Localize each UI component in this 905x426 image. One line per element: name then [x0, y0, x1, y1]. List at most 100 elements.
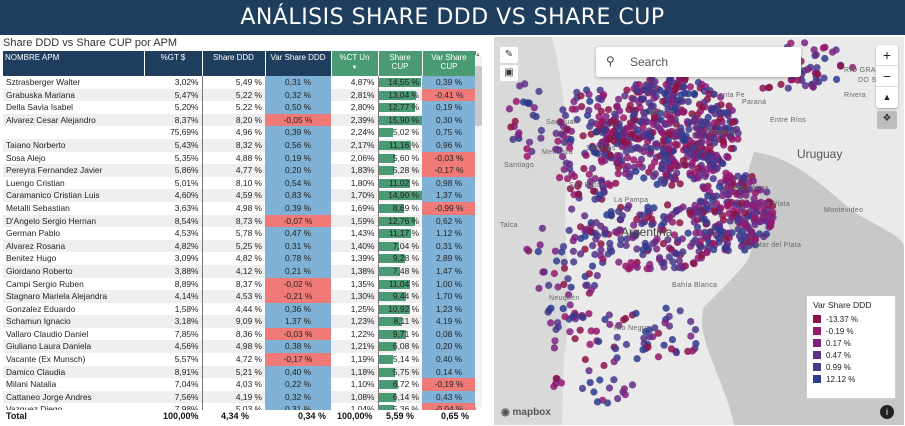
map-point[interactable]	[552, 374, 560, 383]
map-point[interactable]	[586, 182, 594, 190]
map-point[interactable]	[665, 253, 673, 261]
map-point[interactable]	[615, 132, 623, 140]
map-point[interactable]	[614, 170, 622, 178]
search-input[interactable]: Search	[630, 55, 669, 69]
map-point[interactable]	[685, 125, 693, 133]
map-point[interactable]	[630, 95, 638, 103]
map-point[interactable]	[665, 130, 673, 138]
map-point[interactable]	[595, 113, 603, 121]
table-row[interactable]: Alvarez Cesar Alejandro 8,37% 8,20 % -0,05 …	[3, 113, 476, 127]
legend-item[interactable]: 0.17 %	[813, 338, 889, 350]
map-point[interactable]	[581, 232, 589, 240]
map-point[interactable]	[674, 96, 682, 105]
map-point[interactable]	[661, 90, 669, 98]
table-row[interactable]: Taiano Norberto 5,43% 8,32 % 0,56 % 2,17% 11,…	[3, 138, 476, 152]
map-point[interactable]	[696, 139, 704, 147]
map-point[interactable]	[784, 84, 792, 92]
map-point[interactable]	[628, 381, 637, 389]
map-point[interactable]	[656, 125, 664, 133]
map-point[interactable]	[715, 183, 724, 191]
map-point[interactable]	[725, 124, 733, 132]
map-point[interactable]	[757, 217, 765, 225]
map-point[interactable]	[717, 101, 725, 109]
map-point[interactable]	[698, 128, 706, 136]
map-point[interactable]	[642, 81, 650, 89]
map-point[interactable]	[623, 204, 631, 212]
map-point[interactable]	[649, 102, 657, 110]
table-row[interactable]: Cattaneo Jorge Andres 7,56% 4,19 % 0,32 % 1,…	[3, 390, 476, 404]
map-point[interactable]	[837, 62, 845, 70]
map-point[interactable]	[645, 130, 653, 138]
map-point[interactable]	[578, 384, 587, 392]
map-point[interactable]	[581, 212, 589, 220]
map-point[interactable]	[545, 281, 553, 289]
map-point[interactable]	[573, 116, 581, 124]
map-point[interactable]	[719, 138, 728, 146]
map-point[interactable]	[514, 131, 522, 139]
map-point[interactable]	[567, 127, 576, 135]
map-point[interactable]	[593, 272, 601, 280]
map-point[interactable]	[606, 239, 614, 247]
map-point[interactable]	[663, 145, 671, 153]
map-point[interactable]	[550, 382, 558, 391]
map-point[interactable]	[664, 136, 672, 144]
map-point[interactable]	[633, 263, 641, 271]
map-point[interactable]	[674, 236, 682, 244]
col-header-share-ddd[interactable]: Share DDD	[202, 51, 266, 76]
map-point[interactable]	[631, 115, 639, 123]
map-point[interactable]	[523, 152, 531, 160]
map-point[interactable]	[724, 202, 732, 210]
map-point[interactable]	[763, 188, 771, 196]
map-point[interactable]	[723, 239, 732, 248]
compass-button[interactable]: ▲	[882, 92, 892, 102]
map-point[interactable]	[554, 283, 562, 291]
map-point[interactable]	[624, 154, 632, 162]
map-point[interactable]	[525, 99, 533, 107]
map-point[interactable]	[664, 105, 672, 113]
map-point[interactable]	[694, 174, 702, 182]
table-row[interactable]: Schamun Ignacio 3,18% 9,09 % 1,37 % 1,23% 8,1…	[3, 315, 476, 328]
map-point[interactable]	[615, 207, 623, 215]
map-point[interactable]	[809, 83, 817, 91]
map-point[interactable]	[535, 284, 543, 292]
map-point[interactable]	[694, 164, 702, 172]
map-point[interactable]	[659, 164, 667, 172]
map-point[interactable]	[596, 376, 604, 384]
map-point[interactable]	[595, 94, 603, 103]
map-point[interactable]	[660, 341, 668, 349]
map-point[interactable]	[576, 326, 584, 334]
map-point[interactable]	[632, 309, 640, 317]
map-point[interactable]	[653, 235, 661, 243]
map-point[interactable]	[688, 159, 696, 167]
map-point[interactable]	[746, 185, 754, 193]
map-point[interactable]	[649, 240, 657, 248]
map-style-icon[interactable]: ❖	[877, 111, 897, 129]
map-point[interactable]	[794, 76, 802, 84]
map-point[interactable]	[690, 260, 698, 268]
map-point[interactable]	[617, 241, 625, 249]
map-point[interactable]	[734, 135, 742, 143]
map-point[interactable]	[597, 107, 605, 115]
map-point[interactable]	[614, 229, 622, 237]
map-point[interactable]	[561, 111, 570, 120]
map-point[interactable]	[752, 236, 760, 244]
map-point[interactable]	[689, 239, 697, 247]
table-row[interactable]: Sztrasberger Walter 3,02% 5,49 % 0,31 % 4,87…	[3, 76, 476, 89]
map-point[interactable]	[683, 147, 691, 155]
map-point[interactable]	[615, 258, 623, 266]
map-point[interactable]	[709, 239, 717, 247]
map-point[interactable]	[613, 152, 621, 160]
map-point[interactable]	[676, 307, 684, 315]
table-row[interactable]: Damico Claudia 8,91% 5,21 % 0,40 % 1,18% 5,75…	[3, 365, 476, 379]
map-point[interactable]	[566, 144, 574, 152]
map-point[interactable]	[692, 131, 700, 139]
map-point[interactable]	[727, 145, 735, 153]
map-point[interactable]	[618, 156, 626, 164]
map-point[interactable]	[661, 119, 669, 128]
map-point[interactable]	[509, 135, 517, 143]
map-point[interactable]	[801, 39, 809, 47]
map-point[interactable]	[507, 123, 515, 131]
map-point[interactable]	[561, 313, 569, 321]
map-point[interactable]	[566, 328, 574, 336]
map-point[interactable]	[630, 110, 638, 118]
